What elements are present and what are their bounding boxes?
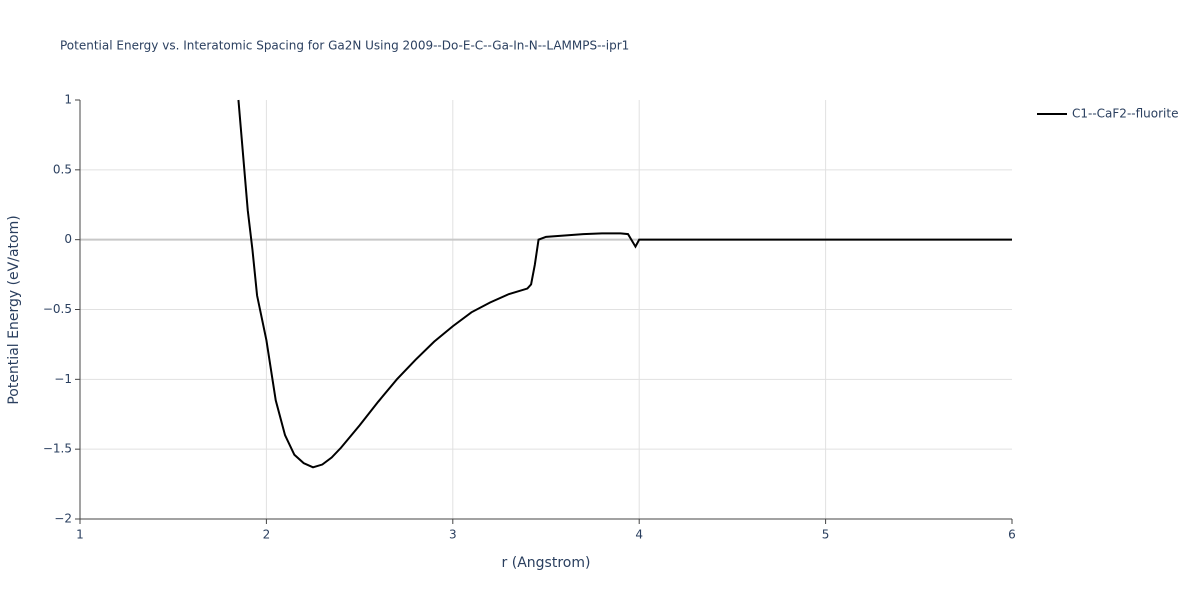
legend-label: C1--CaF2--fluorite [1072, 107, 1178, 121]
x-axis-title: r (Angstrom) [502, 555, 591, 571]
x-tick-label: 4 [635, 528, 643, 542]
x-tick-label: 3 [449, 528, 457, 542]
x-tick-label: 5 [822, 528, 830, 542]
x-tick-label: 2 [263, 528, 271, 542]
y-tick-label: −1 [54, 372, 72, 386]
y-axis-title: Potential Energy (eV/atom) [6, 215, 22, 404]
chart-title: Potential Energy vs. Interatomic Spacing… [60, 39, 629, 53]
data-line [237, 99, 1012, 469]
y-tick-label: 0.5 [53, 162, 72, 176]
y-tick-label: 0 [64, 232, 72, 246]
x-tick-label: 1 [76, 528, 84, 542]
y-tick-label: 1 [64, 93, 72, 107]
y-tick-label: −0.5 [43, 302, 72, 316]
y-tick-label: −2 [54, 512, 72, 526]
x-tick-label: 6 [1008, 528, 1016, 542]
y-tick-label: −1.5 [43, 442, 72, 456]
